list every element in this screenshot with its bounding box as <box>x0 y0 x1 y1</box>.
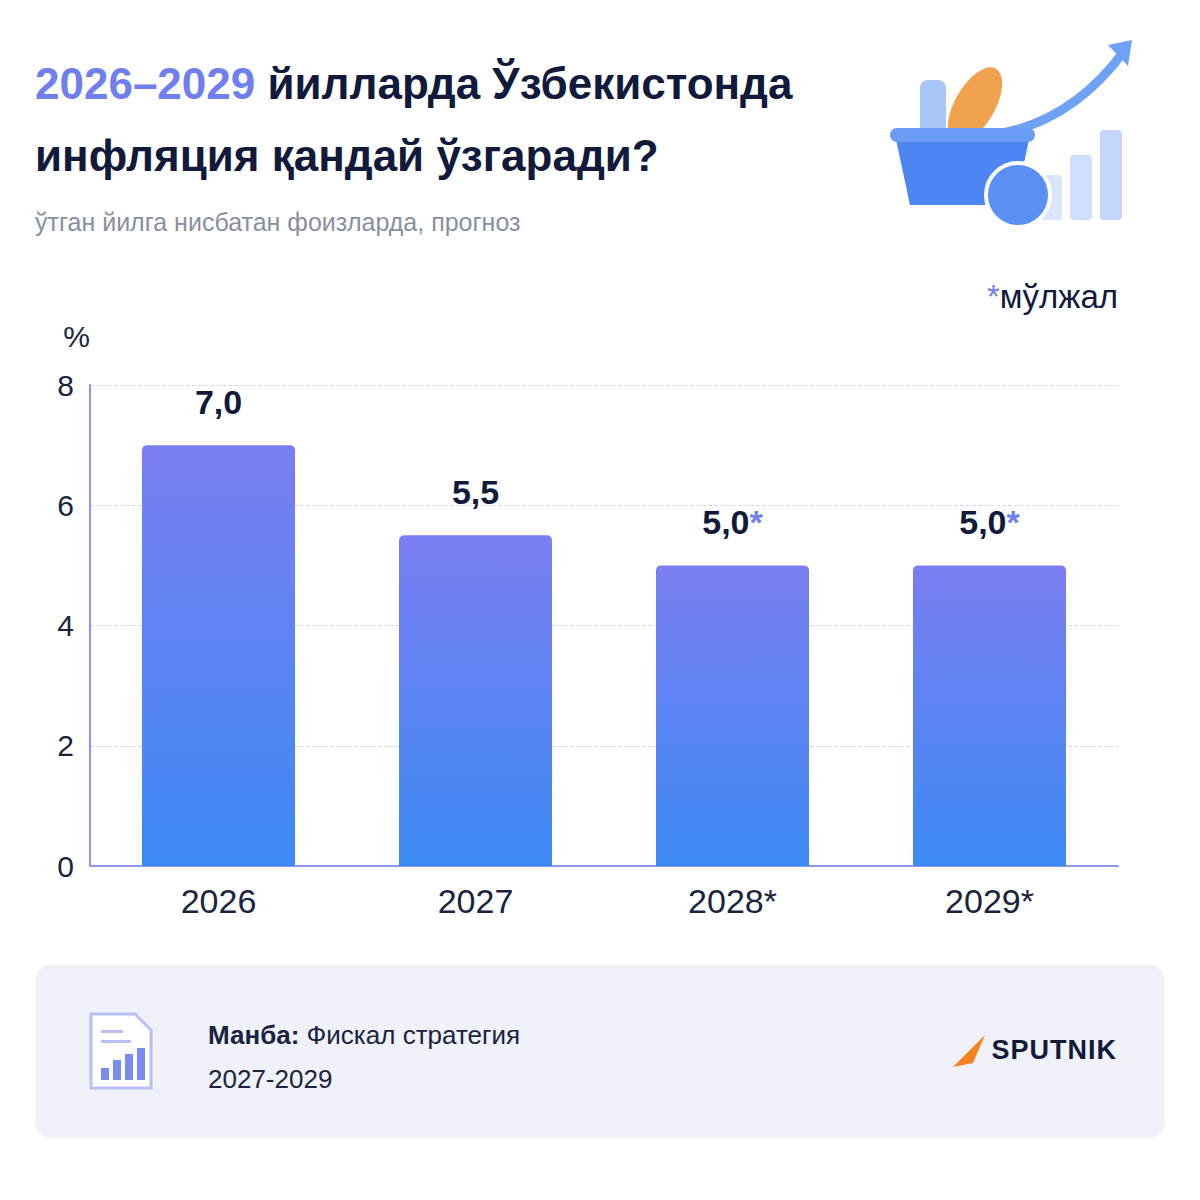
svg-text:6: 6 <box>57 489 74 522</box>
svg-text:5,5: 5,5 <box>452 473 499 511</box>
svg-text:4: 4 <box>57 609 74 642</box>
svg-text:2026: 2026 <box>181 882 257 920</box>
html-text:2026–2029 йилларда Ўзбекистонд: 2026–2029 йилларда Ўзбекистонда инфляция… <box>35 59 793 180</box>
html-text:Манба: Фискал стратегия: Манба: Фискал стратегия <box>208 1020 521 1050</box>
svg-text:2028*: 2028* <box>688 882 777 920</box>
svg-text:7,0: 7,0 <box>195 383 242 421</box>
svg-text:*: * <box>1007 503 1021 541</box>
svg-text:8: 8 <box>57 369 74 402</box>
svg-text:5,0: 5,0 <box>702 503 749 541</box>
svg-text:0: 0 <box>57 850 74 883</box>
svg-text:5,0: 5,0 <box>959 503 1006 541</box>
svg-text:2029*: 2029* <box>945 882 1034 920</box>
html-text:2027-2029: 2027-2029 <box>208 1064 333 1094</box>
html-text:ўтган йилга нисбатан фоизларда: ўтган йилга нисбатан фоизларда, прогноз <box>35 208 521 236</box>
html-text:SPUTNIK: SPUTNIK <box>991 1035 1117 1065</box>
svg-text:*: * <box>750 503 764 541</box>
html-text:* мўлжал: * мўлжал <box>987 278 1118 315</box>
svg-text:%: % <box>63 320 90 353</box>
svg-text:2027: 2027 <box>438 882 514 920</box>
svg-text:2: 2 <box>57 729 74 762</box>
